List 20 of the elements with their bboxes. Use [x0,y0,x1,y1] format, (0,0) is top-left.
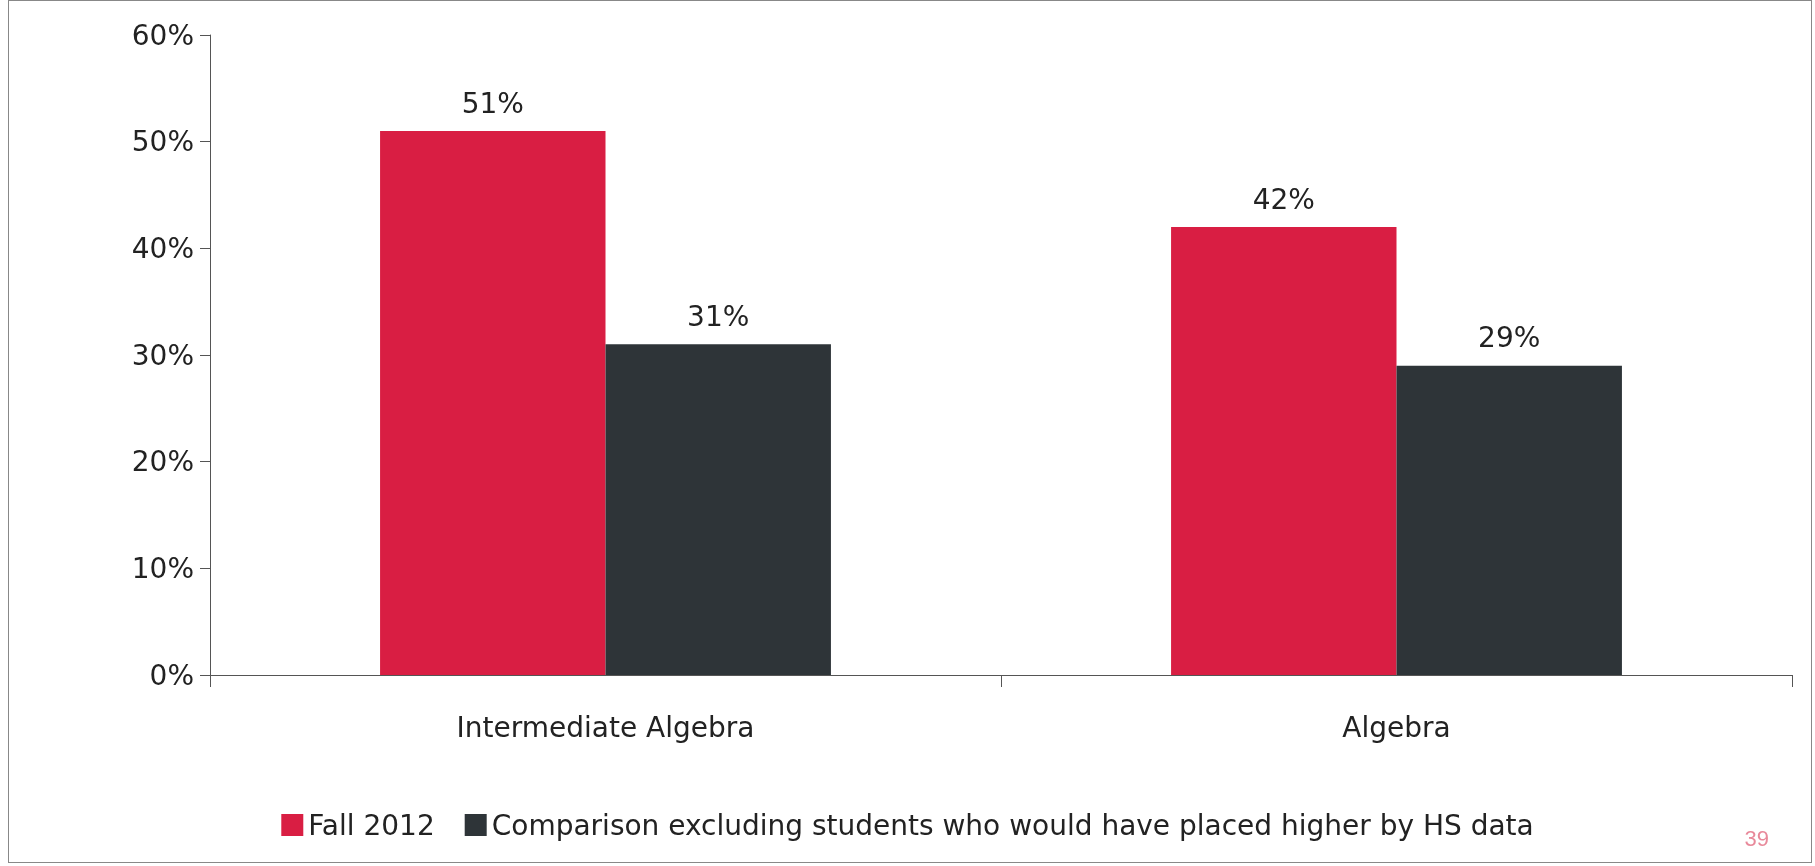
text: 39 [1744,826,1769,852]
y-tick-label: 20% [131,445,194,479]
y-tick-label: 40% [131,231,194,265]
x-tick-label: Intermediate Algebra [456,710,755,744]
bar [1171,227,1397,675]
y-tick-label: 60% [131,18,194,52]
y-tick-label: 50% [131,125,194,159]
data-label: 51% [461,86,524,120]
bar [380,131,606,675]
y-tick-label: 10% [131,551,194,585]
data-label: 31% [687,299,750,333]
data-label: 42% [1252,182,1315,216]
x-tick-label: Algebra [1342,710,1451,744]
legend-label: Fall 2012 [308,808,435,842]
legend-label: Comparison excluding students who would have placed higher by HS data [491,808,1534,842]
y-tick-label: 0% [149,658,194,692]
y-tick-label: 30% [131,338,194,372]
bar [1396,365,1622,675]
data-label: 29% [1478,321,1541,355]
bar [605,344,831,675]
